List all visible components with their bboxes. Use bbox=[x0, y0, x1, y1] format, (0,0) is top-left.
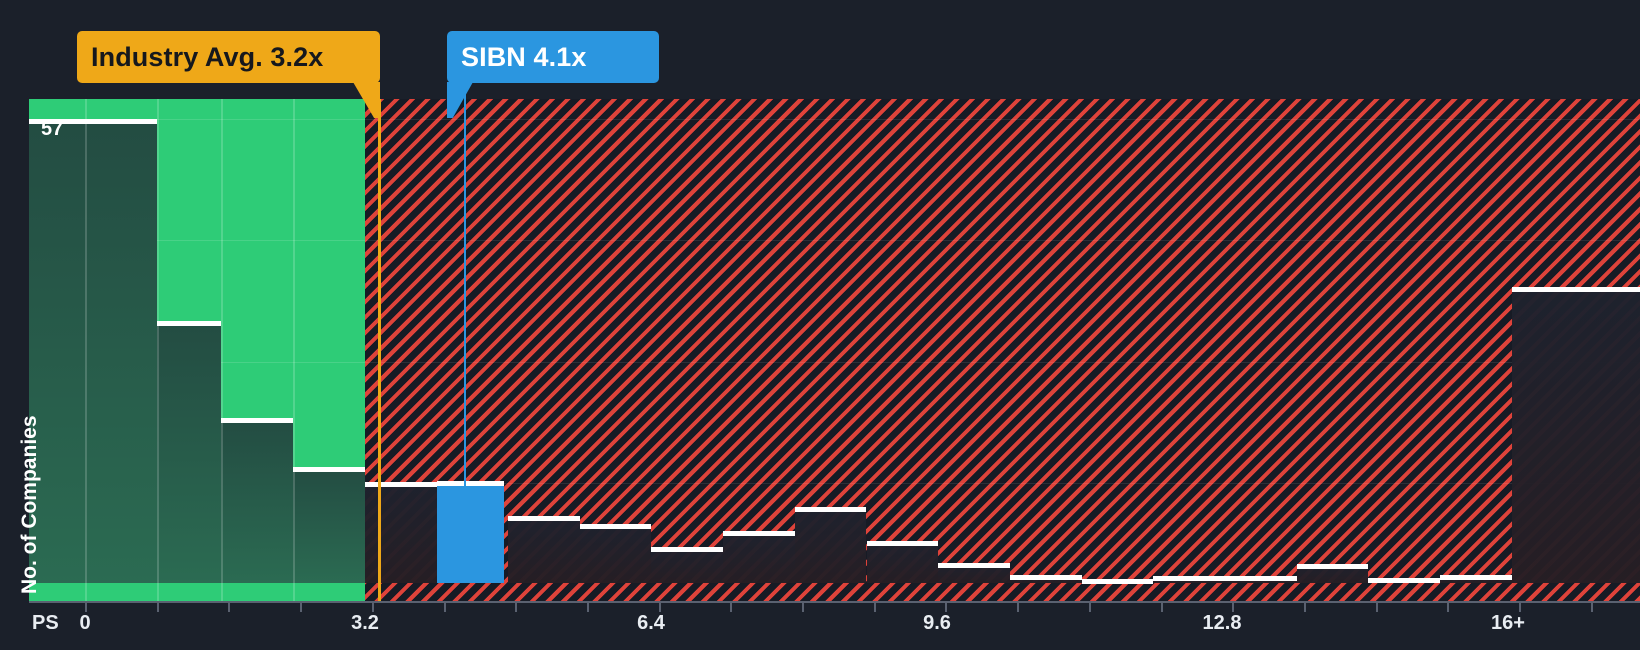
bar-cap bbox=[365, 482, 437, 487]
bar[interactable] bbox=[651, 547, 724, 583]
x-tick bbox=[1519, 601, 1521, 612]
x-axis-label-128: 12.8 bbox=[1202, 612, 1242, 634]
x-tick bbox=[1375, 601, 1378, 612]
bar-cap bbox=[1081, 579, 1154, 584]
x-tick bbox=[873, 601, 876, 612]
sibn-callout[interactable]: SIBN 4.1x bbox=[447, 31, 659, 83]
bar[interactable] bbox=[579, 524, 652, 583]
bar-sibn-highlight[interactable] bbox=[436, 481, 504, 583]
x-tick bbox=[1160, 601, 1163, 612]
bar-cap bbox=[651, 547, 724, 552]
bar-cap bbox=[221, 418, 293, 423]
x-tick bbox=[730, 601, 733, 612]
bar[interactable] bbox=[1153, 576, 1225, 583]
bar-cap bbox=[436, 481, 504, 486]
bar-cap bbox=[938, 563, 1010, 568]
bar[interactable] bbox=[293, 467, 365, 583]
above-average-region bbox=[365, 99, 1640, 601]
bar[interactable] bbox=[1368, 578, 1441, 583]
bar[interactable] bbox=[1009, 575, 1082, 583]
bar-cap bbox=[723, 531, 795, 536]
gridline-hatch-0 bbox=[365, 119, 1640, 120]
gridline-hatch-2 bbox=[365, 362, 1640, 363]
x-tick bbox=[85, 601, 87, 612]
bar[interactable] bbox=[365, 482, 437, 583]
bar[interactable] bbox=[85, 119, 157, 583]
bar[interactable] bbox=[1296, 564, 1369, 583]
bar-cap bbox=[1009, 575, 1082, 580]
industry-average-marker-line bbox=[378, 99, 381, 601]
sibn-callout-label: SIBN 4.1x bbox=[461, 41, 587, 72]
x-tick bbox=[443, 601, 446, 612]
industry-average-callout-label: Industry Avg. 3.2x bbox=[91, 41, 324, 72]
x-axis-prefix-label: PS bbox=[32, 612, 59, 634]
sibn-marker-line bbox=[464, 78, 466, 567]
bar-cap bbox=[293, 467, 365, 472]
x-tick bbox=[1303, 601, 1306, 612]
bar-separator-2 bbox=[221, 99, 223, 601]
y-axis-max-label: 57 bbox=[41, 118, 64, 140]
bar-cap bbox=[866, 541, 939, 546]
bar-cap bbox=[794, 507, 867, 512]
bar[interactable] bbox=[1081, 579, 1154, 584]
x-axis-label-0: 0 bbox=[79, 612, 91, 634]
x-tick bbox=[515, 601, 518, 612]
bar-cap bbox=[1296, 564, 1369, 569]
bar[interactable] bbox=[723, 531, 795, 583]
bar-separator-3 bbox=[293, 99, 295, 601]
bar[interactable] bbox=[221, 418, 293, 583]
x-tick bbox=[945, 601, 948, 612]
bar[interactable] bbox=[938, 563, 1010, 583]
bar[interactable] bbox=[156, 321, 221, 583]
x-axis-label-16: 16+ bbox=[1491, 612, 1525, 634]
bar[interactable] bbox=[508, 516, 580, 583]
bar[interactable] bbox=[29, 119, 85, 583]
bar[interactable] bbox=[1225, 576, 1297, 583]
x-axis-line bbox=[29, 601, 1640, 603]
x-tick bbox=[300, 601, 303, 612]
x-axis-label-96: 9.6 bbox=[923, 612, 951, 634]
x-tick bbox=[156, 601, 159, 612]
x-tick bbox=[1447, 601, 1450, 612]
gridline-hatch-1 bbox=[365, 240, 1640, 241]
x-axis-label-32: 3.2 bbox=[351, 612, 379, 634]
bar[interactable] bbox=[1511, 287, 1640, 583]
bar[interactable] bbox=[866, 541, 939, 583]
bar-cap bbox=[85, 119, 157, 124]
bar-cap bbox=[1153, 576, 1225, 581]
bar-separator-1 bbox=[156, 99, 159, 601]
bar[interactable] bbox=[1440, 575, 1512, 583]
industry-average-callout[interactable]: Industry Avg. 3.2x bbox=[77, 31, 380, 83]
bar-cap bbox=[579, 524, 652, 529]
bar-cap bbox=[1368, 578, 1441, 583]
y-axis-title: No. of Companies bbox=[18, 415, 41, 594]
x-tick bbox=[371, 601, 374, 612]
x-tick bbox=[1017, 601, 1020, 612]
bar-cap bbox=[29, 119, 85, 124]
x-axis-label-64: 6.4 bbox=[637, 612, 665, 634]
x-tick bbox=[586, 601, 589, 612]
bar-cap bbox=[1440, 575, 1512, 580]
x-tick bbox=[802, 601, 804, 612]
x-tick bbox=[228, 601, 231, 612]
bar-cap bbox=[508, 516, 580, 521]
gridline-green-0 bbox=[29, 119, 365, 120]
x-tick bbox=[658, 601, 661, 612]
x-tick bbox=[1232, 601, 1235, 612]
bar[interactable] bbox=[794, 507, 867, 583]
gridline-hatch-3 bbox=[365, 483, 1640, 484]
bar-cap bbox=[1225, 576, 1297, 581]
x-tick bbox=[1590, 601, 1593, 612]
bar-cap bbox=[1511, 287, 1640, 292]
gridline-green-1 bbox=[29, 240, 365, 241]
x-tick bbox=[1088, 601, 1091, 612]
bar-separator-0 bbox=[85, 99, 87, 601]
bar-cap bbox=[156, 321, 221, 326]
